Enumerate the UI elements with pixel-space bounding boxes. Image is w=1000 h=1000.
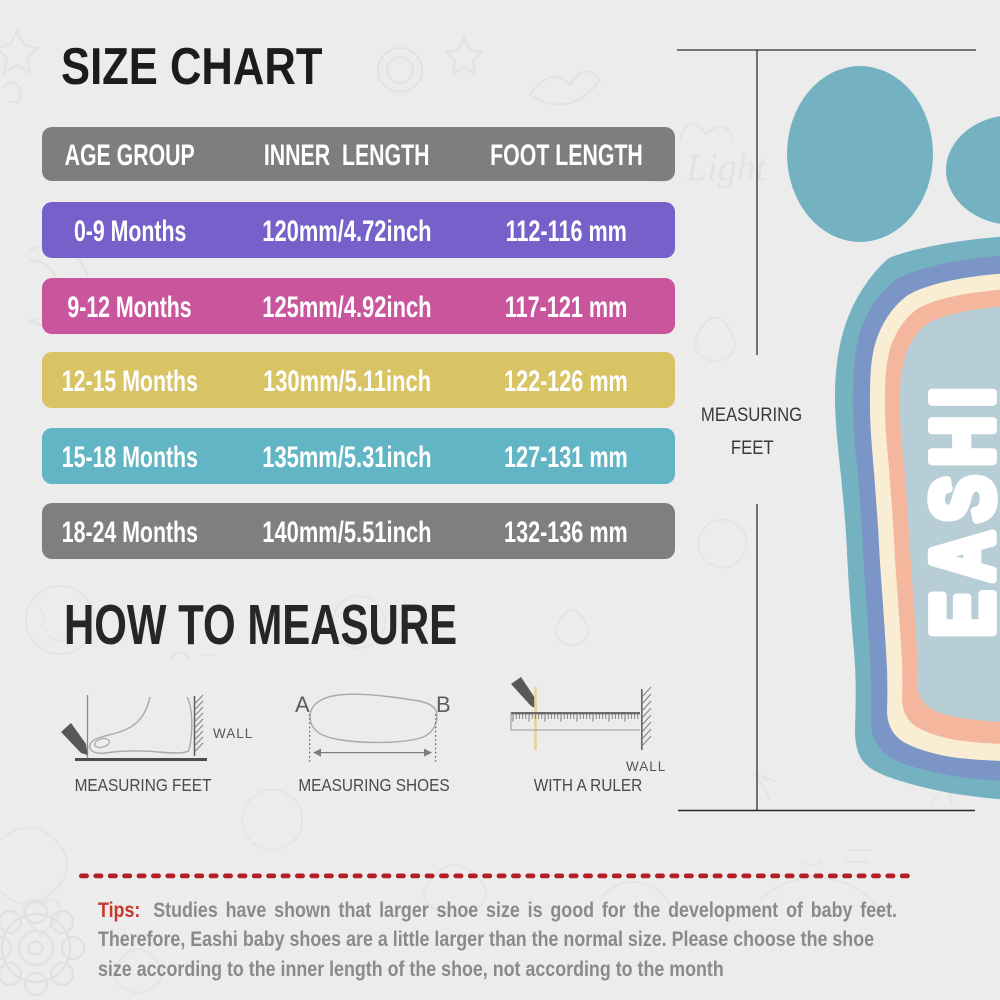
svg-text:A: A bbox=[295, 692, 310, 717]
svg-text:MEASURING FEET: MEASURING FEET bbox=[75, 776, 212, 795]
svg-text:EASHI: EASHI bbox=[913, 379, 1000, 638]
svg-text:WITH A RULER: WITH A RULER bbox=[534, 776, 643, 795]
svg-text:WALL: WALL bbox=[213, 726, 253, 741]
svg-text:Light: Light bbox=[685, 147, 768, 189]
svg-text:B: B bbox=[436, 692, 451, 717]
svg-text:WALL: WALL bbox=[626, 759, 666, 774]
svg-text:MEASURING SHOES: MEASURING SHOES bbox=[298, 776, 449, 795]
